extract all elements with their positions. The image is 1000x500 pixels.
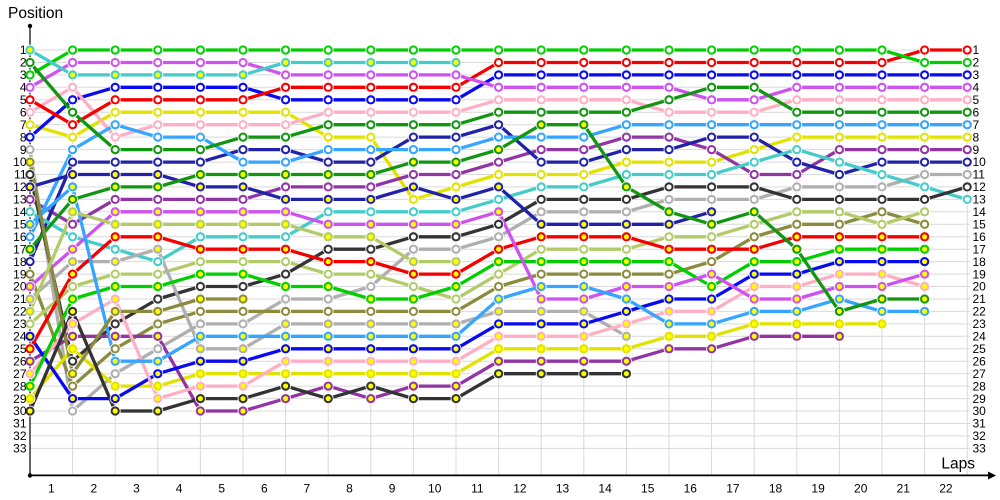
svg-text:27: 27 <box>13 367 27 381</box>
svg-text:24: 24 <box>973 330 987 344</box>
svg-text:4: 4 <box>973 81 980 95</box>
svg-text:20: 20 <box>13 280 27 294</box>
svg-text:8: 8 <box>973 130 980 144</box>
svg-text:16: 16 <box>973 230 987 244</box>
svg-text:28: 28 <box>973 379 987 393</box>
svg-text:19: 19 <box>811 482 825 496</box>
svg-text:15: 15 <box>973 218 987 232</box>
svg-text:14: 14 <box>973 205 987 219</box>
svg-text:19: 19 <box>973 267 987 281</box>
svg-text:4: 4 <box>176 482 183 496</box>
svg-text:6: 6 <box>973 106 980 120</box>
svg-text:32: 32 <box>13 429 27 443</box>
svg-text:18: 18 <box>973 255 987 269</box>
svg-text:12: 12 <box>13 180 27 194</box>
svg-text:6: 6 <box>20 106 27 120</box>
svg-text:15: 15 <box>641 482 655 496</box>
svg-text:12: 12 <box>513 482 527 496</box>
svg-text:14: 14 <box>13 205 27 219</box>
svg-text:7: 7 <box>304 482 311 496</box>
svg-text:13: 13 <box>556 482 570 496</box>
svg-text:30: 30 <box>13 404 27 418</box>
svg-text:31: 31 <box>973 417 987 431</box>
svg-text:30: 30 <box>973 404 987 418</box>
svg-text:9: 9 <box>389 482 396 496</box>
svg-text:17: 17 <box>13 242 27 256</box>
svg-text:17: 17 <box>973 242 987 256</box>
svg-text:26: 26 <box>13 354 27 368</box>
svg-text:1: 1 <box>48 482 55 496</box>
svg-text:13: 13 <box>13 193 27 207</box>
svg-text:19: 19 <box>13 267 27 281</box>
svg-text:3: 3 <box>20 68 27 82</box>
svg-text:8: 8 <box>346 482 353 496</box>
svg-text:16: 16 <box>13 230 27 244</box>
svg-text:8: 8 <box>20 130 27 144</box>
svg-text:3: 3 <box>973 68 980 82</box>
svg-text:21: 21 <box>973 292 987 306</box>
svg-text:22: 22 <box>973 305 987 319</box>
svg-text:1: 1 <box>20 43 27 57</box>
svg-text:10: 10 <box>973 155 987 169</box>
svg-text:9: 9 <box>20 143 27 157</box>
svg-text:11: 11 <box>471 482 484 496</box>
svg-text:3: 3 <box>133 482 140 496</box>
svg-text:9: 9 <box>973 143 980 157</box>
svg-text:Laps: Laps <box>941 456 975 473</box>
svg-text:11: 11 <box>973 168 986 182</box>
svg-text:4: 4 <box>20 81 27 95</box>
svg-text:27: 27 <box>973 367 987 381</box>
svg-text:17: 17 <box>726 482 740 496</box>
svg-text:5: 5 <box>218 482 225 496</box>
svg-text:7: 7 <box>20 118 27 132</box>
svg-text:14: 14 <box>598 482 612 496</box>
svg-text:28: 28 <box>13 379 27 393</box>
svg-text:29: 29 <box>13 392 27 406</box>
svg-text:21: 21 <box>13 292 27 306</box>
svg-text:5: 5 <box>973 93 980 107</box>
svg-text:16: 16 <box>684 482 698 496</box>
svg-text:2: 2 <box>91 482 98 496</box>
svg-text:10: 10 <box>428 482 442 496</box>
svg-text:6: 6 <box>261 482 268 496</box>
svg-text:22: 22 <box>939 482 953 496</box>
svg-text:21: 21 <box>897 482 911 496</box>
svg-text:Position: Position <box>8 5 63 22</box>
svg-text:24: 24 <box>13 330 27 344</box>
svg-text:2: 2 <box>20 56 27 70</box>
svg-text:22: 22 <box>13 305 27 319</box>
svg-text:13: 13 <box>973 193 987 207</box>
svg-text:1: 1 <box>973 43 980 57</box>
svg-text:31: 31 <box>13 417 27 431</box>
svg-text:18: 18 <box>769 482 783 496</box>
svg-text:23: 23 <box>973 317 987 331</box>
svg-text:29: 29 <box>973 392 987 406</box>
svg-text:25: 25 <box>13 342 27 356</box>
svg-text:7: 7 <box>973 118 980 132</box>
svg-text:5: 5 <box>20 93 27 107</box>
svg-text:10: 10 <box>13 155 27 169</box>
svg-text:12: 12 <box>973 180 987 194</box>
svg-text:15: 15 <box>13 218 27 232</box>
svg-text:33: 33 <box>13 442 27 456</box>
svg-text:26: 26 <box>973 354 987 368</box>
svg-text:25: 25 <box>973 342 987 356</box>
svg-text:33: 33 <box>973 442 987 456</box>
svg-text:11: 11 <box>14 168 27 182</box>
svg-text:23: 23 <box>13 317 27 331</box>
svg-text:20: 20 <box>973 280 987 294</box>
svg-text:2: 2 <box>973 56 980 70</box>
svg-text:18: 18 <box>13 255 27 269</box>
svg-text:32: 32 <box>973 429 987 443</box>
svg-text:20: 20 <box>854 482 868 496</box>
